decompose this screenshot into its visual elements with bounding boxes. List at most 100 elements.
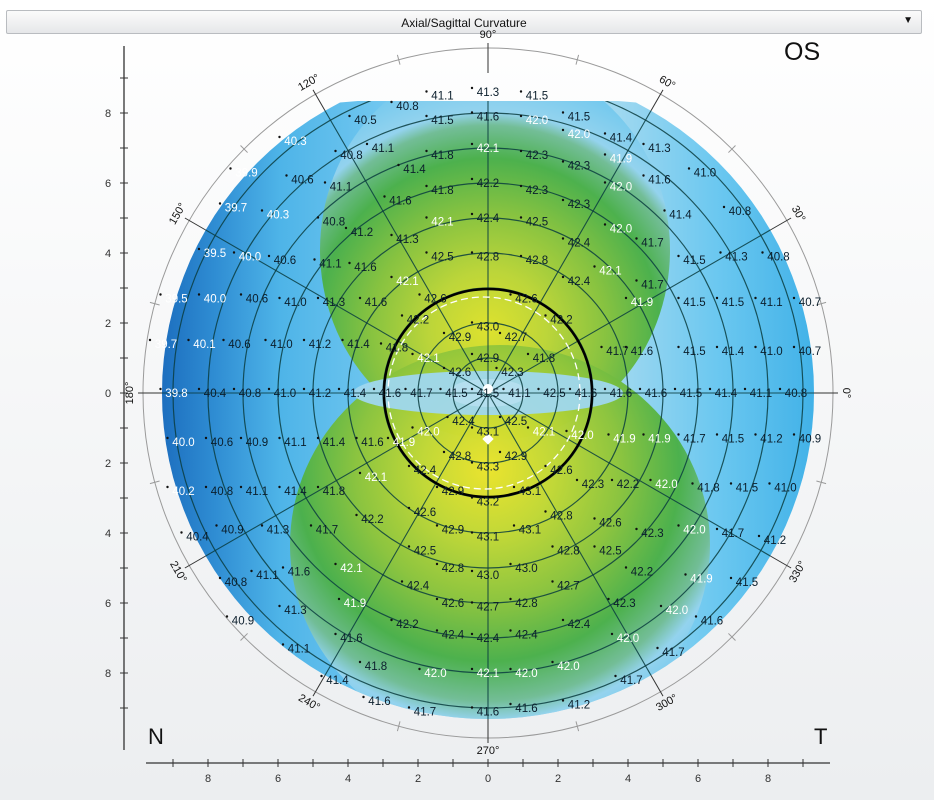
curvature-value: 42.1 (533, 427, 555, 439)
y-tick-label: 0 (105, 388, 111, 400)
curvature-value: 40.8 (396, 101, 418, 113)
curvature-value: 42.8 (526, 255, 548, 267)
curvature-value: 41.4 (715, 388, 738, 400)
curvature-value: 41.1 (319, 259, 341, 271)
curvature-value: 42.3 (641, 528, 663, 540)
y-tick-label: 6 (105, 598, 111, 610)
curvature-value: 42.5 (599, 546, 621, 558)
curvature-value: 40.0 (204, 294, 226, 306)
y-tick-label: 2 (105, 458, 111, 470)
curvature-value: 41.5 (445, 388, 467, 400)
curvature-value: 42.6 (442, 598, 464, 610)
curvature-value: 41.1 (288, 644, 310, 656)
curvature-value: 41.6 (361, 437, 383, 449)
curvature-value: 40.7 (799, 346, 821, 358)
curvature-value: 41.8 (323, 486, 345, 498)
curvature-value: 41.4 (326, 675, 349, 687)
curvature-value: 40.5 (354, 115, 376, 127)
curvature-value: 42.5 (526, 217, 548, 229)
curvature-value: 41.7 (641, 280, 663, 292)
curvature-value: 42.0 (655, 479, 677, 491)
curvature-value: 41.7 (620, 675, 642, 687)
curvature-value: 40.9 (232, 616, 254, 628)
curvature-value: 40.6 (274, 255, 296, 267)
angle-label: 0° (840, 388, 852, 399)
curvature-value: 41.6 (340, 633, 362, 645)
curvature-value: 42.0 (610, 182, 632, 194)
curvature-value: 42.0 (417, 427, 439, 439)
curvature-value: 41.1 (431, 91, 453, 103)
curvature-value: 41.5 (680, 388, 702, 400)
curvature-value: 42.0 (526, 115, 548, 127)
curvature-value: 41.6 (365, 297, 387, 309)
curvature-value: 42.4 (407, 581, 430, 593)
curvature-value: 41.7 (414, 707, 436, 719)
curvature-value: 42.5 (505, 416, 527, 428)
curvature-value: 42.0 (557, 661, 579, 673)
angle-label: 300° (654, 692, 680, 714)
curvature-value: 42.3 (582, 479, 604, 491)
curvature-value: 42.8 (550, 511, 572, 523)
curvature-value: 42.8 (515, 598, 537, 610)
angle-label: 90° (480, 29, 497, 41)
curvature-value: 41.1 (508, 388, 530, 400)
y-tick-label: 4 (105, 528, 111, 540)
x-tick-label: 6 (275, 773, 281, 785)
x-tick-label: 8 (765, 773, 771, 785)
curvature-value: 42.2 (361, 514, 383, 526)
curvature-value: 41.6 (631, 346, 653, 358)
curvature-value: 42.3 (613, 598, 635, 610)
curvature-value: 41.6 (701, 616, 723, 628)
curvature-value: 41.2 (309, 339, 331, 351)
curvature-value: 41.5 (736, 483, 758, 495)
curvature-value: 41.5 (683, 346, 705, 358)
curvature-value: 42.8 (477, 252, 499, 264)
curvature-value: 43.1 (519, 525, 541, 537)
curvature-value: 40.6 (246, 294, 268, 306)
curvature-value: 40.8 (211, 486, 233, 498)
curvature-value: 41.7 (641, 238, 663, 250)
curvature-value: 41.3 (477, 87, 499, 99)
y-axis: 8 6 4 2 0 2 4 6 8 (105, 46, 128, 750)
curvature-value: 39.8 (165, 388, 187, 400)
curvature-value: 42.8 (449, 451, 471, 463)
curvature-value: 42.2 (617, 479, 639, 491)
curvature-value: 42.6 (414, 507, 436, 519)
curvature-value: 41.5 (683, 297, 705, 309)
curvature-value: 41.4 (284, 486, 307, 498)
curvature-value: 40.4 (204, 388, 227, 400)
curvature-value: 42.0 (610, 224, 632, 236)
curvature-value: 40.3 (284, 136, 306, 148)
curvature-value: 40.6 (228, 339, 250, 351)
x-tick-label: 2 (415, 773, 421, 785)
curvature-value: 41.0 (270, 339, 292, 351)
curvature-value: 41.6 (379, 388, 401, 400)
curvature-value: 42.6 (515, 294, 537, 306)
curvature-value: 41.3 (284, 605, 306, 617)
curvature-value: 43.0 (477, 570, 499, 582)
curvature-value: 42.3 (526, 185, 548, 197)
curvature-value: 41.1 (372, 143, 394, 155)
curvature-value: 41.6 (477, 707, 499, 719)
curvature-value: 42.4 (452, 416, 475, 428)
angle-label: 120° (296, 72, 322, 94)
chevron-down-icon[interactable]: ▼ (903, 15, 913, 26)
map-type-dropdown[interactable]: Axial/Sagittal Curvature ▼ (6, 10, 922, 34)
curvature-value: 39.7 (155, 339, 177, 351)
curvature-value: 39.7 (225, 203, 247, 215)
curvature-value: 41.6 (368, 696, 390, 708)
nasal-label: N (148, 724, 164, 749)
curvature-value: 41.9 (393, 437, 415, 449)
x-tick-label: 2 (555, 773, 561, 785)
curvature-value: 41.6 (389, 196, 411, 208)
curvature-value: 41.0 (774, 483, 796, 495)
curvature-value: 41.2 (568, 700, 590, 712)
curvature-value: 42.7 (505, 332, 527, 344)
curvature-value: 42.4 (477, 213, 500, 225)
x-tick-label: 4 (625, 773, 631, 785)
curvature-value: 42.1 (365, 472, 387, 484)
curvature-value: 42.7 (557, 581, 579, 593)
curvature-value: 40.8 (239, 388, 261, 400)
angle-label: 60° (657, 74, 677, 93)
curvature-value: 42.1 (340, 563, 362, 575)
